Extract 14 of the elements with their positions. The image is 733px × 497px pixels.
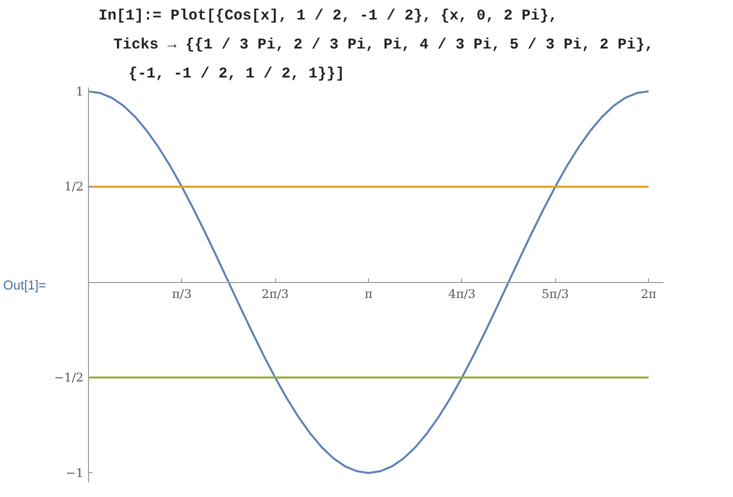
x-tick-label: 2π: [640, 287, 656, 302]
x-tick-label: π/3: [172, 287, 192, 302]
y-tick-label: −1: [66, 466, 84, 480]
text: {-1, -1 / 2, 1 / 2, 1}}]: [128, 66, 345, 82]
text: Out[1]=: [3, 278, 46, 292]
x-tick-label: 2π/3: [262, 287, 289, 302]
x-tick-label: 4π/3: [448, 287, 476, 302]
y-tick-label: 1/2: [64, 180, 84, 194]
y-tick-label: −1/2: [54, 370, 84, 385]
text: Ticks → {{1 / 3 Pi, 2 / 3 Pi, Pi, 4 / 3 Pi, 5 / 3 Pi, 2 Pi},: [114, 36, 654, 54]
text: In[1]:= Plot[{Cos[x], 1 / 2, -1 / 2}, {x, 0, 2 Pi},: [98, 8, 558, 24]
x-tick-label: π: [364, 287, 373, 302]
x-tick-label: 5π/3: [542, 287, 569, 302]
y-tick-label: 1: [76, 84, 84, 98]
